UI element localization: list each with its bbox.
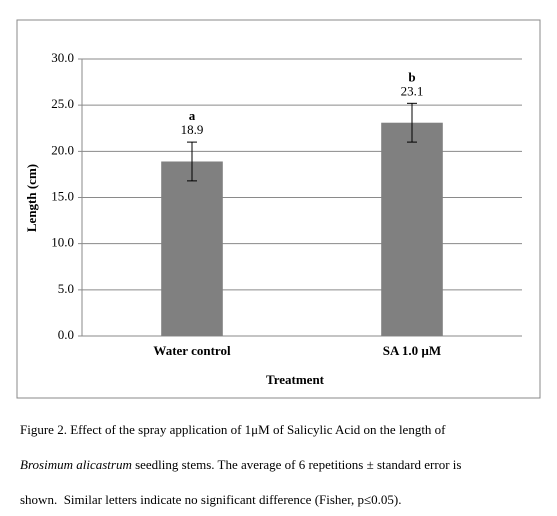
bar bbox=[161, 161, 223, 336]
caption-species: Brosimum alicastrum bbox=[20, 457, 132, 472]
data-label: 23.1 bbox=[401, 83, 424, 98]
bar bbox=[381, 122, 443, 337]
caption: Brosimum alicastrum seedling stems. The … bbox=[20, 457, 461, 473]
chart-frame bbox=[16, 19, 541, 399]
caption: Figure 2. Effect of the spray applicatio… bbox=[20, 422, 446, 437]
significance-letter: b bbox=[408, 69, 415, 84]
data-label: 18.9 bbox=[181, 122, 204, 137]
y-tick-label: 25.0 bbox=[51, 96, 74, 111]
x-tick-label: SA 1.0 µM bbox=[383, 343, 441, 358]
y-tick-label: 20.0 bbox=[51, 142, 74, 157]
chart: Length (cm) Treatment 0.0 5.0 10.0 15.0 20.0… bbox=[16, 19, 541, 399]
x-axis-label: Treatment bbox=[266, 372, 325, 387]
significance-letter: a bbox=[189, 108, 196, 123]
y-tick-label: 10.0 bbox=[51, 235, 74, 250]
y-tick-label: 15.0 bbox=[51, 188, 74, 203]
caption: shown. Similar letters indicate no signi… bbox=[20, 492, 402, 507]
x-tick-label: Water control bbox=[153, 343, 231, 358]
y-tick-label: 0.0 bbox=[58, 327, 74, 342]
y-axis-label: Length (cm) bbox=[24, 164, 39, 232]
y-tick-label: 5.0 bbox=[58, 281, 74, 296]
caption-text: seedling stems. The average of 6 repetit… bbox=[131, 457, 462, 472]
y-tick-label: 30.0 bbox=[51, 50, 74, 65]
